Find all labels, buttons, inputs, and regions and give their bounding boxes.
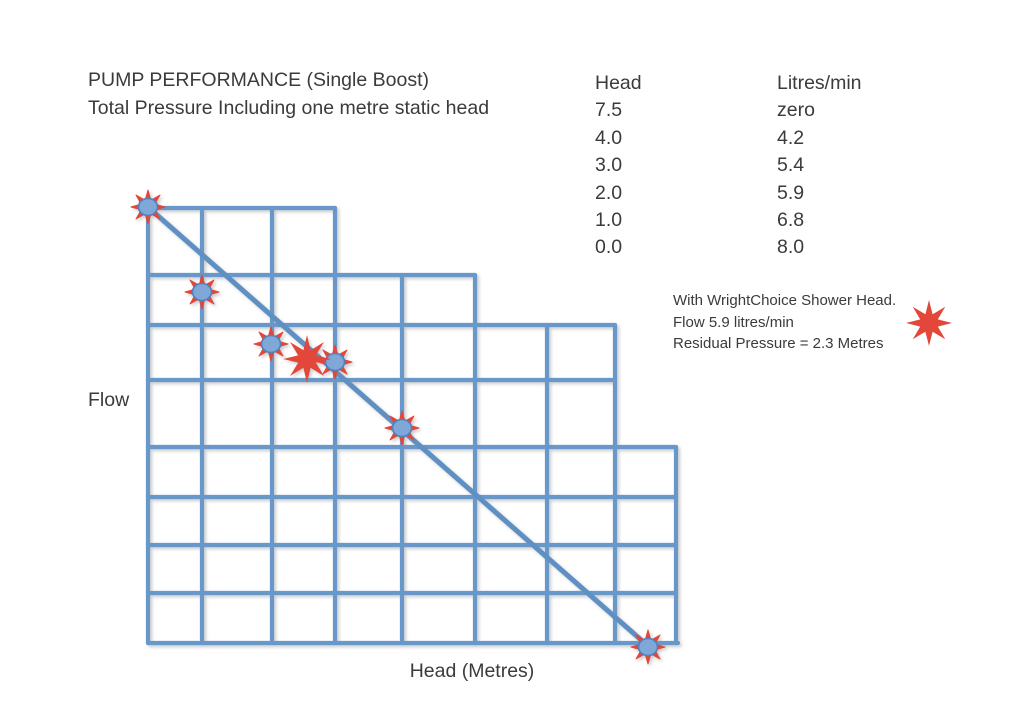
table-row: 2.0 5.9 <box>595 180 862 207</box>
table-row: 7.5 zero <box>595 97 862 124</box>
table-cell-head: 3.0 <box>595 154 623 177</box>
chart-title: PUMP PERFORMANCE (Single Boost) <box>88 69 429 91</box>
data-point-marker <box>630 629 666 665</box>
data-point-dot <box>191 282 213 302</box>
data-point-dot <box>137 197 159 217</box>
table-cell-litres: 4.2 <box>777 126 805 149</box>
wrightchoice-star-glyph <box>906 300 952 346</box>
table-header-row: Head Litres/min <box>595 70 862 97</box>
table-cell-head: 7.5 <box>595 99 623 122</box>
data-point-marker <box>253 326 289 362</box>
data-point-dot <box>637 637 659 657</box>
chart-subtitle: Total Pressure Including one metre stati… <box>88 97 490 119</box>
table-header-head: Head <box>595 72 642 94</box>
y-axis-label-flow: Flow <box>88 389 130 411</box>
wrightchoice-star-icon <box>906 300 952 346</box>
data-point-marker <box>317 344 353 380</box>
table-row: 1.0 6.8 <box>595 207 862 234</box>
data-point-marker <box>184 274 220 310</box>
table-cell-head: 1.0 <box>595 209 623 232</box>
table-row: 3.0 5.4 <box>595 152 862 179</box>
note-line-3: Residual Pressure = 2.3 Metres <box>673 335 884 352</box>
table-cell-litres: zero <box>777 99 815 122</box>
table-cell-litres: 5.9 <box>777 181 805 204</box>
table-row: 0.0 8.0 <box>595 234 862 261</box>
data-point-dot <box>391 418 413 438</box>
table-cell-litres: 5.4 <box>777 154 805 177</box>
table-cell-litres: 8.0 <box>777 236 805 259</box>
chart-title-block: PUMP PERFORMANCE (Single Boost) Total Pr… <box>88 66 489 122</box>
wrightchoice-point-star <box>283 335 331 383</box>
data-point-marker <box>384 410 420 446</box>
table-row: 4.0 4.2 <box>595 125 862 152</box>
table-header-litres: Litres/min <box>777 72 862 94</box>
table-cell-head: 2.0 <box>595 181 623 204</box>
data-point-dot <box>260 334 282 354</box>
note-line-1: With WrightChoice Shower Head. <box>673 292 897 309</box>
table-cell-head: 0.0 <box>595 236 623 259</box>
performance-table: Head Litres/min 7.5 zero 4.0 4.2 3.0 5.4… <box>595 70 862 262</box>
data-point-dot <box>324 352 346 372</box>
x-axis-label-head: Head (Metres) <box>409 660 535 682</box>
data-point-marker <box>130 189 166 225</box>
shower-head-note: With WrightChoice Shower Head. Flow 5.9 … <box>673 290 896 355</box>
table-cell-head: 4.0 <box>595 126 623 149</box>
table-cell-litres: 6.8 <box>777 209 805 232</box>
note-line-2: Flow 5.9 litres/min <box>673 313 794 331</box>
